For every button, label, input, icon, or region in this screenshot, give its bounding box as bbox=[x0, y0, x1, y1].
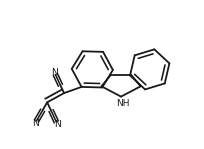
Text: NH: NH bbox=[116, 99, 130, 108]
Text: N: N bbox=[54, 120, 61, 129]
Text: N: N bbox=[51, 68, 58, 77]
Text: N: N bbox=[32, 119, 39, 128]
